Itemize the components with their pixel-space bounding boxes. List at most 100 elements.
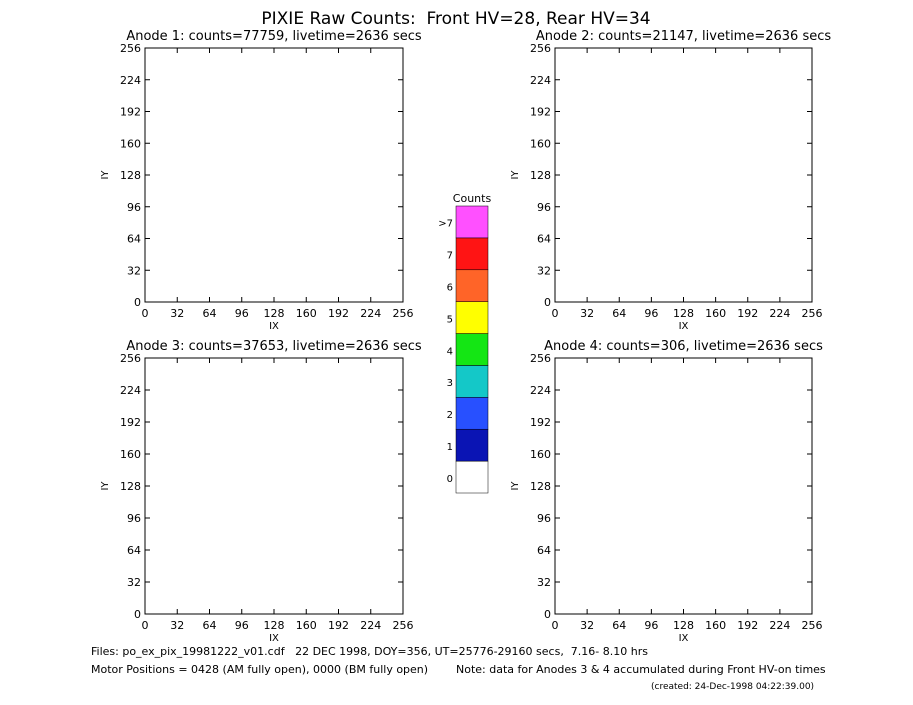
- colorbar-label: 4: [447, 346, 453, 357]
- y-tick-label: 192: [120, 106, 141, 119]
- y-tick-label: 224: [120, 74, 141, 87]
- y-tick-label: 32: [537, 576, 551, 589]
- y-tick-label: 160: [530, 137, 551, 150]
- y-tick-label: 64: [127, 233, 141, 246]
- x-tick-label: 64: [612, 307, 626, 320]
- x-tick-label: 160: [705, 307, 726, 320]
- x-tick-label: 192: [328, 619, 349, 632]
- plot-frame: [144, 357, 404, 615]
- colorbar-box: [455, 397, 489, 430]
- colorbar-box: [455, 460, 489, 494]
- y-tick-label: 0: [544, 296, 551, 309]
- x-tick-label: 256: [393, 307, 414, 320]
- y-axis-label: IY: [510, 481, 521, 491]
- panel-title: Anode 1: counts=77759, livetime=2636 sec…: [126, 29, 422, 44]
- x-tick-label: 32: [580, 307, 594, 320]
- y-tick-label: 64: [537, 233, 551, 246]
- x-tick-label: 160: [705, 619, 726, 632]
- x-tick-label: 256: [393, 619, 414, 632]
- colorbar-box: [455, 269, 489, 302]
- y-tick-label: 32: [537, 264, 551, 277]
- x-tick-label: 256: [802, 307, 823, 320]
- page-title: PIXIE Raw Counts: Front HV=28, Rear HV=3…: [261, 9, 650, 29]
- plot-frame: [554, 357, 813, 615]
- x-tick-label: 192: [328, 307, 349, 320]
- x-tick-label: 96: [235, 307, 249, 320]
- y-tick-label: 224: [120, 384, 141, 397]
- x-tick-label: 0: [142, 619, 149, 632]
- y-tick-label: 192: [120, 416, 141, 429]
- y-tick-label: 128: [530, 480, 551, 493]
- x-tick-label: 96: [644, 619, 658, 632]
- y-tick-label: 32: [127, 264, 141, 277]
- plot-frame: [144, 47, 404, 303]
- colorbar-box: [455, 237, 489, 271]
- y-tick-label: 96: [537, 201, 551, 214]
- x-tick-label: 32: [170, 619, 184, 632]
- y-tick-label: 160: [530, 448, 551, 461]
- colorbar-label: 1: [447, 442, 453, 453]
- panel-title: Anode 3: counts=37653, livetime=2636 sec…: [126, 339, 422, 354]
- colorbar-box: [455, 365, 489, 398]
- x-tick-label: 224: [360, 619, 381, 632]
- y-axis-label: IY: [100, 481, 111, 491]
- x-tick-label: 96: [644, 307, 658, 320]
- y-tick-label: 0: [134, 296, 141, 309]
- x-axis-label: IX: [679, 633, 689, 644]
- x-axis-label: IX: [269, 321, 279, 332]
- x-tick-label: 32: [580, 619, 594, 632]
- x-tick-label: 64: [203, 307, 217, 320]
- colorbar-label: 6: [447, 283, 453, 294]
- colorbar-box: [455, 333, 489, 366]
- y-tick-label: 64: [537, 544, 551, 557]
- colorbar-label: 0: [447, 474, 453, 485]
- y-tick-label: 32: [127, 576, 141, 589]
- colorbar-box: [455, 205, 489, 239]
- x-tick-label: 64: [612, 619, 626, 632]
- y-tick-label: 160: [120, 137, 141, 150]
- plot-frame: [554, 47, 813, 303]
- x-tick-label: 0: [142, 307, 149, 320]
- colorbar-box: [455, 428, 489, 462]
- colorbar-title: Counts: [453, 192, 492, 205]
- footer-motor: Motor Positions = 0428 (AM fully open), …: [91, 663, 428, 676]
- y-tick-label: 192: [530, 416, 551, 429]
- colorbar-label: >7: [438, 219, 453, 230]
- x-tick-label: 96: [235, 619, 249, 632]
- x-tick-label: 192: [737, 307, 758, 320]
- footer-files: Files: po_ex_pix_19981222_v01.cdf 22 DEC…: [91, 645, 648, 658]
- y-tick-label: 96: [127, 512, 141, 525]
- y-tick-label: 192: [530, 106, 551, 119]
- x-tick-label: 0: [552, 307, 559, 320]
- y-tick-label: 256: [120, 42, 141, 55]
- x-tick-label: 256: [802, 619, 823, 632]
- x-tick-label: 0: [552, 619, 559, 632]
- y-tick-label: 256: [530, 42, 551, 55]
- x-tick-label: 128: [673, 307, 694, 320]
- x-tick-label: 160: [296, 619, 317, 632]
- x-tick-label: 224: [360, 307, 381, 320]
- x-tick-label: 32: [170, 307, 184, 320]
- x-tick-label: 128: [673, 619, 694, 632]
- y-tick-label: 224: [530, 74, 551, 87]
- x-tick-label: 128: [264, 307, 285, 320]
- y-tick-label: 256: [530, 352, 551, 365]
- y-tick-label: 128: [530, 169, 551, 182]
- y-tick-label: 224: [530, 384, 551, 397]
- y-tick-label: 128: [120, 169, 141, 182]
- x-axis-label: IX: [679, 321, 689, 332]
- y-tick-label: 128: [120, 480, 141, 493]
- y-tick-label: 96: [537, 512, 551, 525]
- colorbar-label: 7: [447, 251, 453, 262]
- y-axis-label: IY: [100, 170, 111, 180]
- y-axis-label: IY: [510, 170, 521, 180]
- footer-created: (created: 24-Dec-1998 04:22:39.00): [651, 682, 814, 692]
- x-tick-label: 128: [264, 619, 285, 632]
- y-tick-label: 64: [127, 544, 141, 557]
- colorbar-label: 2: [447, 410, 453, 421]
- x-tick-label: 224: [769, 307, 790, 320]
- y-tick-label: 256: [120, 352, 141, 365]
- y-tick-label: 0: [544, 608, 551, 621]
- x-tick-label: 160: [296, 307, 317, 320]
